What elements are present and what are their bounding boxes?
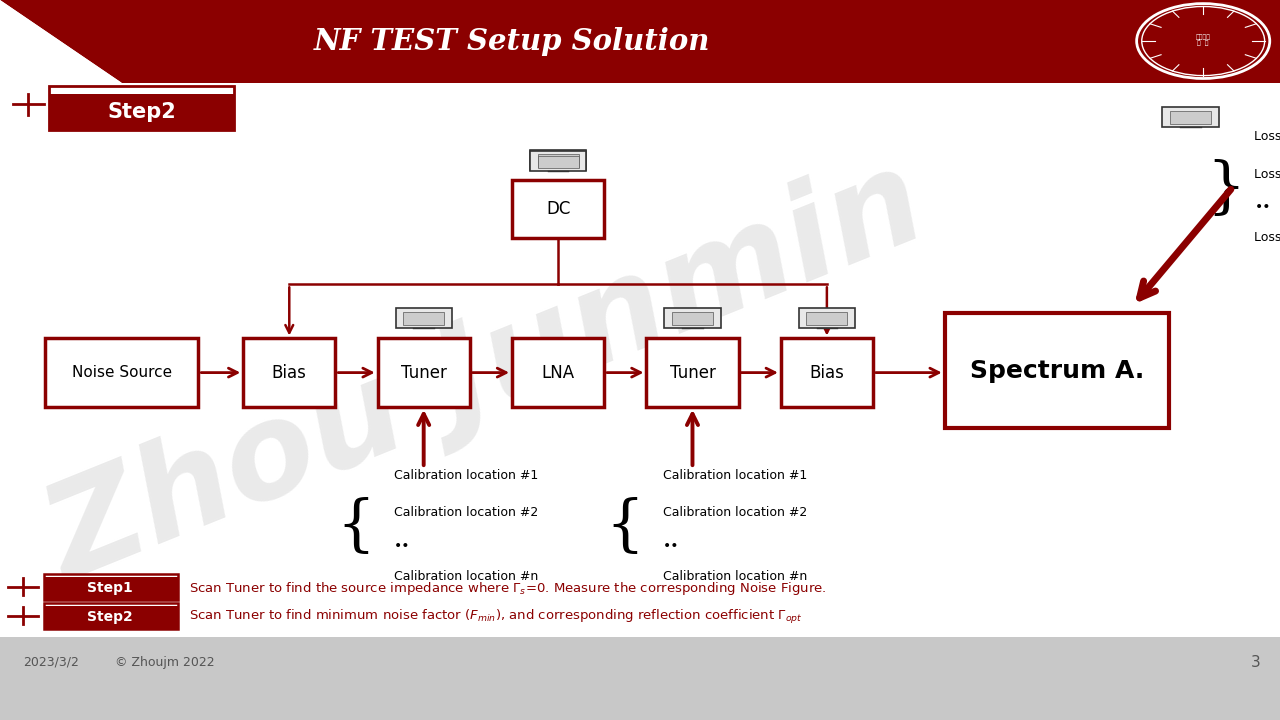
FancyBboxPatch shape	[44, 603, 178, 629]
FancyBboxPatch shape	[1162, 107, 1219, 127]
FancyBboxPatch shape	[45, 338, 198, 407]
Text: Tuner: Tuner	[669, 364, 716, 382]
FancyBboxPatch shape	[512, 338, 604, 407]
Text: }: }	[1207, 158, 1245, 219]
Text: Scan Tuner to find the source impedance where $\Gamma_s$=0. Measure the correspo: Scan Tuner to find the source impedance …	[189, 580, 827, 597]
Text: {: {	[337, 497, 375, 557]
FancyBboxPatch shape	[378, 338, 470, 407]
FancyBboxPatch shape	[403, 312, 444, 325]
Text: Calibration location #1: Calibration location #1	[663, 469, 808, 482]
Text: Loss file #n: Loss file #n	[1254, 231, 1280, 244]
Text: Calibration location #n: Calibration location #n	[394, 570, 539, 582]
Text: ••: ••	[1254, 200, 1271, 215]
Text: {: {	[605, 497, 644, 557]
Polygon shape	[0, 83, 1280, 720]
Text: Calibration location #2: Calibration location #2	[663, 506, 808, 519]
FancyBboxPatch shape	[664, 308, 721, 328]
Text: Noise Source: Noise Source	[72, 365, 172, 380]
FancyBboxPatch shape	[672, 312, 713, 325]
Text: Step2: Step2	[108, 102, 177, 122]
Text: Step1: Step1	[87, 581, 133, 595]
Text: Bias: Bias	[271, 364, 307, 382]
Text: Calibration location #n: Calibration location #n	[663, 570, 808, 582]
FancyBboxPatch shape	[243, 338, 335, 407]
Text: 上海科技: 上海科技	[1196, 35, 1211, 40]
Text: Step2: Step2	[87, 610, 133, 624]
Circle shape	[1137, 4, 1270, 78]
Text: Calibration location #1: Calibration location #1	[394, 469, 539, 482]
FancyBboxPatch shape	[806, 312, 847, 325]
FancyBboxPatch shape	[781, 338, 873, 407]
FancyBboxPatch shape	[646, 338, 739, 407]
FancyBboxPatch shape	[945, 313, 1169, 428]
Text: Loss file #1: Loss file #1	[1254, 130, 1280, 143]
FancyBboxPatch shape	[49, 94, 234, 130]
Text: Zhou Junmin: Zhou Junmin	[29, 140, 943, 608]
FancyBboxPatch shape	[44, 577, 178, 600]
Text: 2023/3/2: 2023/3/2	[23, 656, 79, 669]
Text: ••: ••	[394, 539, 411, 553]
FancyBboxPatch shape	[1170, 111, 1211, 124]
Text: 3: 3	[1251, 655, 1261, 670]
Text: Tuner: Tuner	[401, 364, 447, 382]
Text: 大  学: 大 学	[1198, 40, 1208, 46]
Text: LNA: LNA	[541, 364, 575, 382]
Text: Spectrum A.: Spectrum A.	[969, 359, 1144, 383]
FancyBboxPatch shape	[44, 574, 178, 600]
FancyBboxPatch shape	[538, 154, 579, 167]
FancyBboxPatch shape	[49, 86, 234, 130]
Polygon shape	[0, 0, 1280, 83]
FancyBboxPatch shape	[538, 156, 579, 168]
Text: Loss file #2: Loss file #2	[1254, 168, 1280, 181]
Text: © Zhoujm 2022: © Zhoujm 2022	[115, 656, 215, 669]
FancyBboxPatch shape	[530, 150, 586, 170]
Text: Bias: Bias	[809, 364, 845, 382]
Text: Calibration location #2: Calibration location #2	[394, 506, 539, 519]
FancyBboxPatch shape	[44, 606, 178, 629]
Text: Scan Tuner to find minimum noise factor ($F_{min}$), and corresponding reflectio: Scan Tuner to find minimum noise factor …	[189, 608, 803, 626]
Polygon shape	[0, 0, 122, 83]
FancyBboxPatch shape	[530, 151, 586, 171]
FancyBboxPatch shape	[512, 180, 604, 238]
FancyBboxPatch shape	[396, 308, 452, 328]
FancyBboxPatch shape	[0, 83, 1280, 637]
FancyBboxPatch shape	[799, 308, 855, 328]
Text: DC: DC	[545, 199, 571, 217]
Text: ••: ••	[663, 539, 680, 553]
Text: NF TEST Setup Solution: NF TEST Setup Solution	[314, 27, 710, 55]
